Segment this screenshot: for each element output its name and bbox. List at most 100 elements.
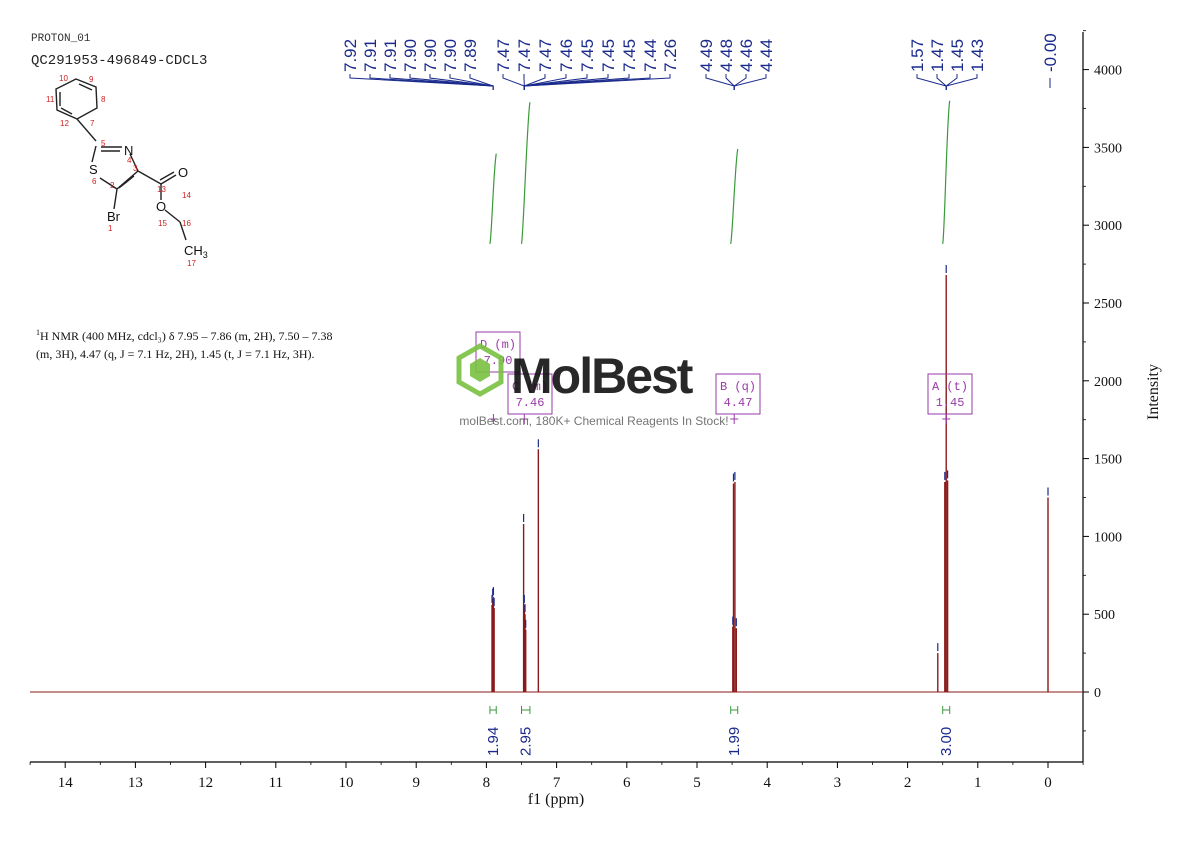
atom-number-16: 16 <box>182 219 191 228</box>
peak-labels: 7.92 7.91 7.91 7.90 7.90 7.90 7.89 7.47 7.47 7.47… <box>341 33 1060 90</box>
nmr-description-line-1: 1H NMR (400 MHz, cdcl₃) δ 7.95 – 7.86 (m… <box>36 328 332 343</box>
y-tick-label-2000: 2000 <box>1094 375 1122 390</box>
atom-number-14: 14 <box>182 191 191 200</box>
peak-label-7.45: 7.45 <box>599 39 618 72</box>
multiplet-label: A (t) <box>932 380 968 394</box>
spectrum-peaks <box>491 274 1049 692</box>
atom-number-4: 4 <box>127 156 132 165</box>
peak-label-1.47: 1.47 <box>928 39 947 72</box>
multiplet-label: B (q) <box>720 380 756 394</box>
multiplet-box <box>507 373 553 415</box>
integral-value-1.99: 1.99 <box>726 727 743 756</box>
x-tick-label-10: 10 <box>339 775 354 791</box>
atom-number-5: 5 <box>101 139 106 148</box>
nmr-description-line-2: (m, 3H), 4.47 (q, J = 7.1 Hz, 2H), 1.45 … <box>36 347 315 361</box>
peak-label-4.44: 4.44 <box>757 39 776 72</box>
y-tick-label-1000: 1000 <box>1094 530 1122 545</box>
molbest-logo-icon <box>456 343 504 397</box>
multiplet-box <box>927 373 973 415</box>
y-tick-label-4000: 4000 <box>1094 64 1122 79</box>
x-tick-label-14: 14 <box>58 775 74 791</box>
atom-number-2: 2 <box>110 181 115 190</box>
structure-atoms: S N Br O O CH3 <box>89 143 208 260</box>
peak-label-connector <box>523 74 546 90</box>
peak-label-7.45: 7.45 <box>578 39 597 72</box>
x-tick-label-11: 11 <box>269 775 283 791</box>
peak-label-7.90: 7.90 <box>401 39 420 72</box>
integral-value-2.95: 2.95 <box>518 727 535 756</box>
benzene-ring <box>55 78 98 120</box>
peak-label-connector <box>502 74 525 90</box>
atom-oxygen-carbonyl: O <box>178 165 188 180</box>
peak-top-markers <box>491 264 1049 652</box>
peak-label-4.49: 4.49 <box>697 39 716 72</box>
atom-number-8: 8 <box>101 95 106 104</box>
peak-label-connector <box>936 74 947 90</box>
y-tick-label-2500: 2500 <box>1094 297 1122 312</box>
x-tick-label-5: 5 <box>693 775 701 791</box>
peak-label-7.44: 7.44 <box>641 39 660 72</box>
atom-methyl: CH3 <box>184 243 208 260</box>
atom-number-17: 17 <box>187 259 196 268</box>
peak-label-7.47: 7.47 <box>536 39 555 72</box>
peak-label-7.91: 7.91 <box>381 39 400 72</box>
peak-label-connector <box>523 74 630 90</box>
peak-label-connector <box>369 74 494 90</box>
peak-label-connector <box>725 74 735 90</box>
peak-label-connector <box>945 74 978 90</box>
nucleus-superscript: 1 <box>36 328 40 337</box>
multiplet-shift: 1.45 <box>936 396 965 410</box>
integral-value-1.94: 1.94 <box>485 727 502 756</box>
peak-label-4.46: 4.46 <box>737 39 756 72</box>
watermark: MolBest molBest.com, 180K+ Chemical Reag… <box>456 343 729 428</box>
y-tick-label-3500: 3500 <box>1094 141 1122 156</box>
peak-label-7.47: 7.47 <box>515 39 534 72</box>
watermark-tagline: molBest.com, 180K+ Chemical Reagents In … <box>459 414 728 428</box>
x-tick-label-8: 8 <box>483 775 491 791</box>
atom-number-9: 9 <box>89 75 94 84</box>
peak-label-connector <box>523 74 671 90</box>
peak-label-7.92: 7.92 <box>341 39 360 72</box>
y-axis-ticks: 0 500 1000 1500 2000 2500 3000 3500 4000 <box>1083 30 1122 732</box>
experiment-name: PROTON_01 <box>31 33 91 45</box>
multiplet-label: C (m) <box>512 380 548 394</box>
atom-number-6: 6 <box>92 177 97 186</box>
watermark-brand: MolBest <box>511 348 694 404</box>
atom-nitrogen: N <box>124 143 133 158</box>
atom-oxygen-ester: O <box>156 199 166 214</box>
multiplet-box <box>715 373 761 415</box>
atom-sulfur: S <box>89 162 98 177</box>
peak-label-7.90: 7.90 <box>421 39 440 72</box>
integral-curve <box>942 100 951 244</box>
multiplet-box <box>475 331 521 373</box>
y-axis-label: Intensity <box>1145 364 1162 420</box>
x-tick-label-1: 1 <box>974 775 982 791</box>
peak-label-7.45: 7.45 <box>620 39 639 72</box>
atom-number-3: 3 <box>133 164 138 173</box>
x-tick-label-9: 9 <box>412 775 420 791</box>
peak-label-1.45: 1.45 <box>948 39 967 72</box>
peak-label-connector <box>733 74 747 90</box>
atom-number-15: 15 <box>158 219 167 228</box>
multiplet-annotations: D (m)7.90C (m)7.46B (q)4.47A (t)1.45 <box>475 331 973 424</box>
atom-number-13: 13 <box>157 185 166 194</box>
integrals: 1.94 2.95 1.99 3.00 <box>485 100 955 756</box>
integral-value-3.00: 3.00 <box>938 727 955 756</box>
x-tick-label-0: 0 <box>1044 775 1052 791</box>
peak-label-7.46: 7.46 <box>557 39 576 72</box>
x-axis-ticks: 14 13 12 11 10 9 8 7 6 5 4 3 2 1 0 <box>29 762 1084 791</box>
atom-number-10: 10 <box>59 74 68 83</box>
peak-label--0.00: -0.00 <box>1041 33 1060 72</box>
sample-id: QC291953-496849-CDCL3 <box>31 53 207 69</box>
x-tick-label-7: 7 <box>553 775 561 791</box>
x-tick-label-12: 12 <box>198 775 213 791</box>
x-tick-label-6: 6 <box>623 775 631 791</box>
peak-label-7.91: 7.91 <box>361 39 380 72</box>
nmr-description: 1H NMR (400 MHz, cdcl₃) δ 7.95 – 7.86 (m… <box>36 328 332 361</box>
peak-label-connector <box>469 74 494 90</box>
peak-label-connector <box>945 74 958 90</box>
peak-label-1.43: 1.43 <box>968 39 987 72</box>
y-tick-label-1500: 1500 <box>1094 453 1122 468</box>
methyl-subscript: 3 <box>203 250 208 260</box>
